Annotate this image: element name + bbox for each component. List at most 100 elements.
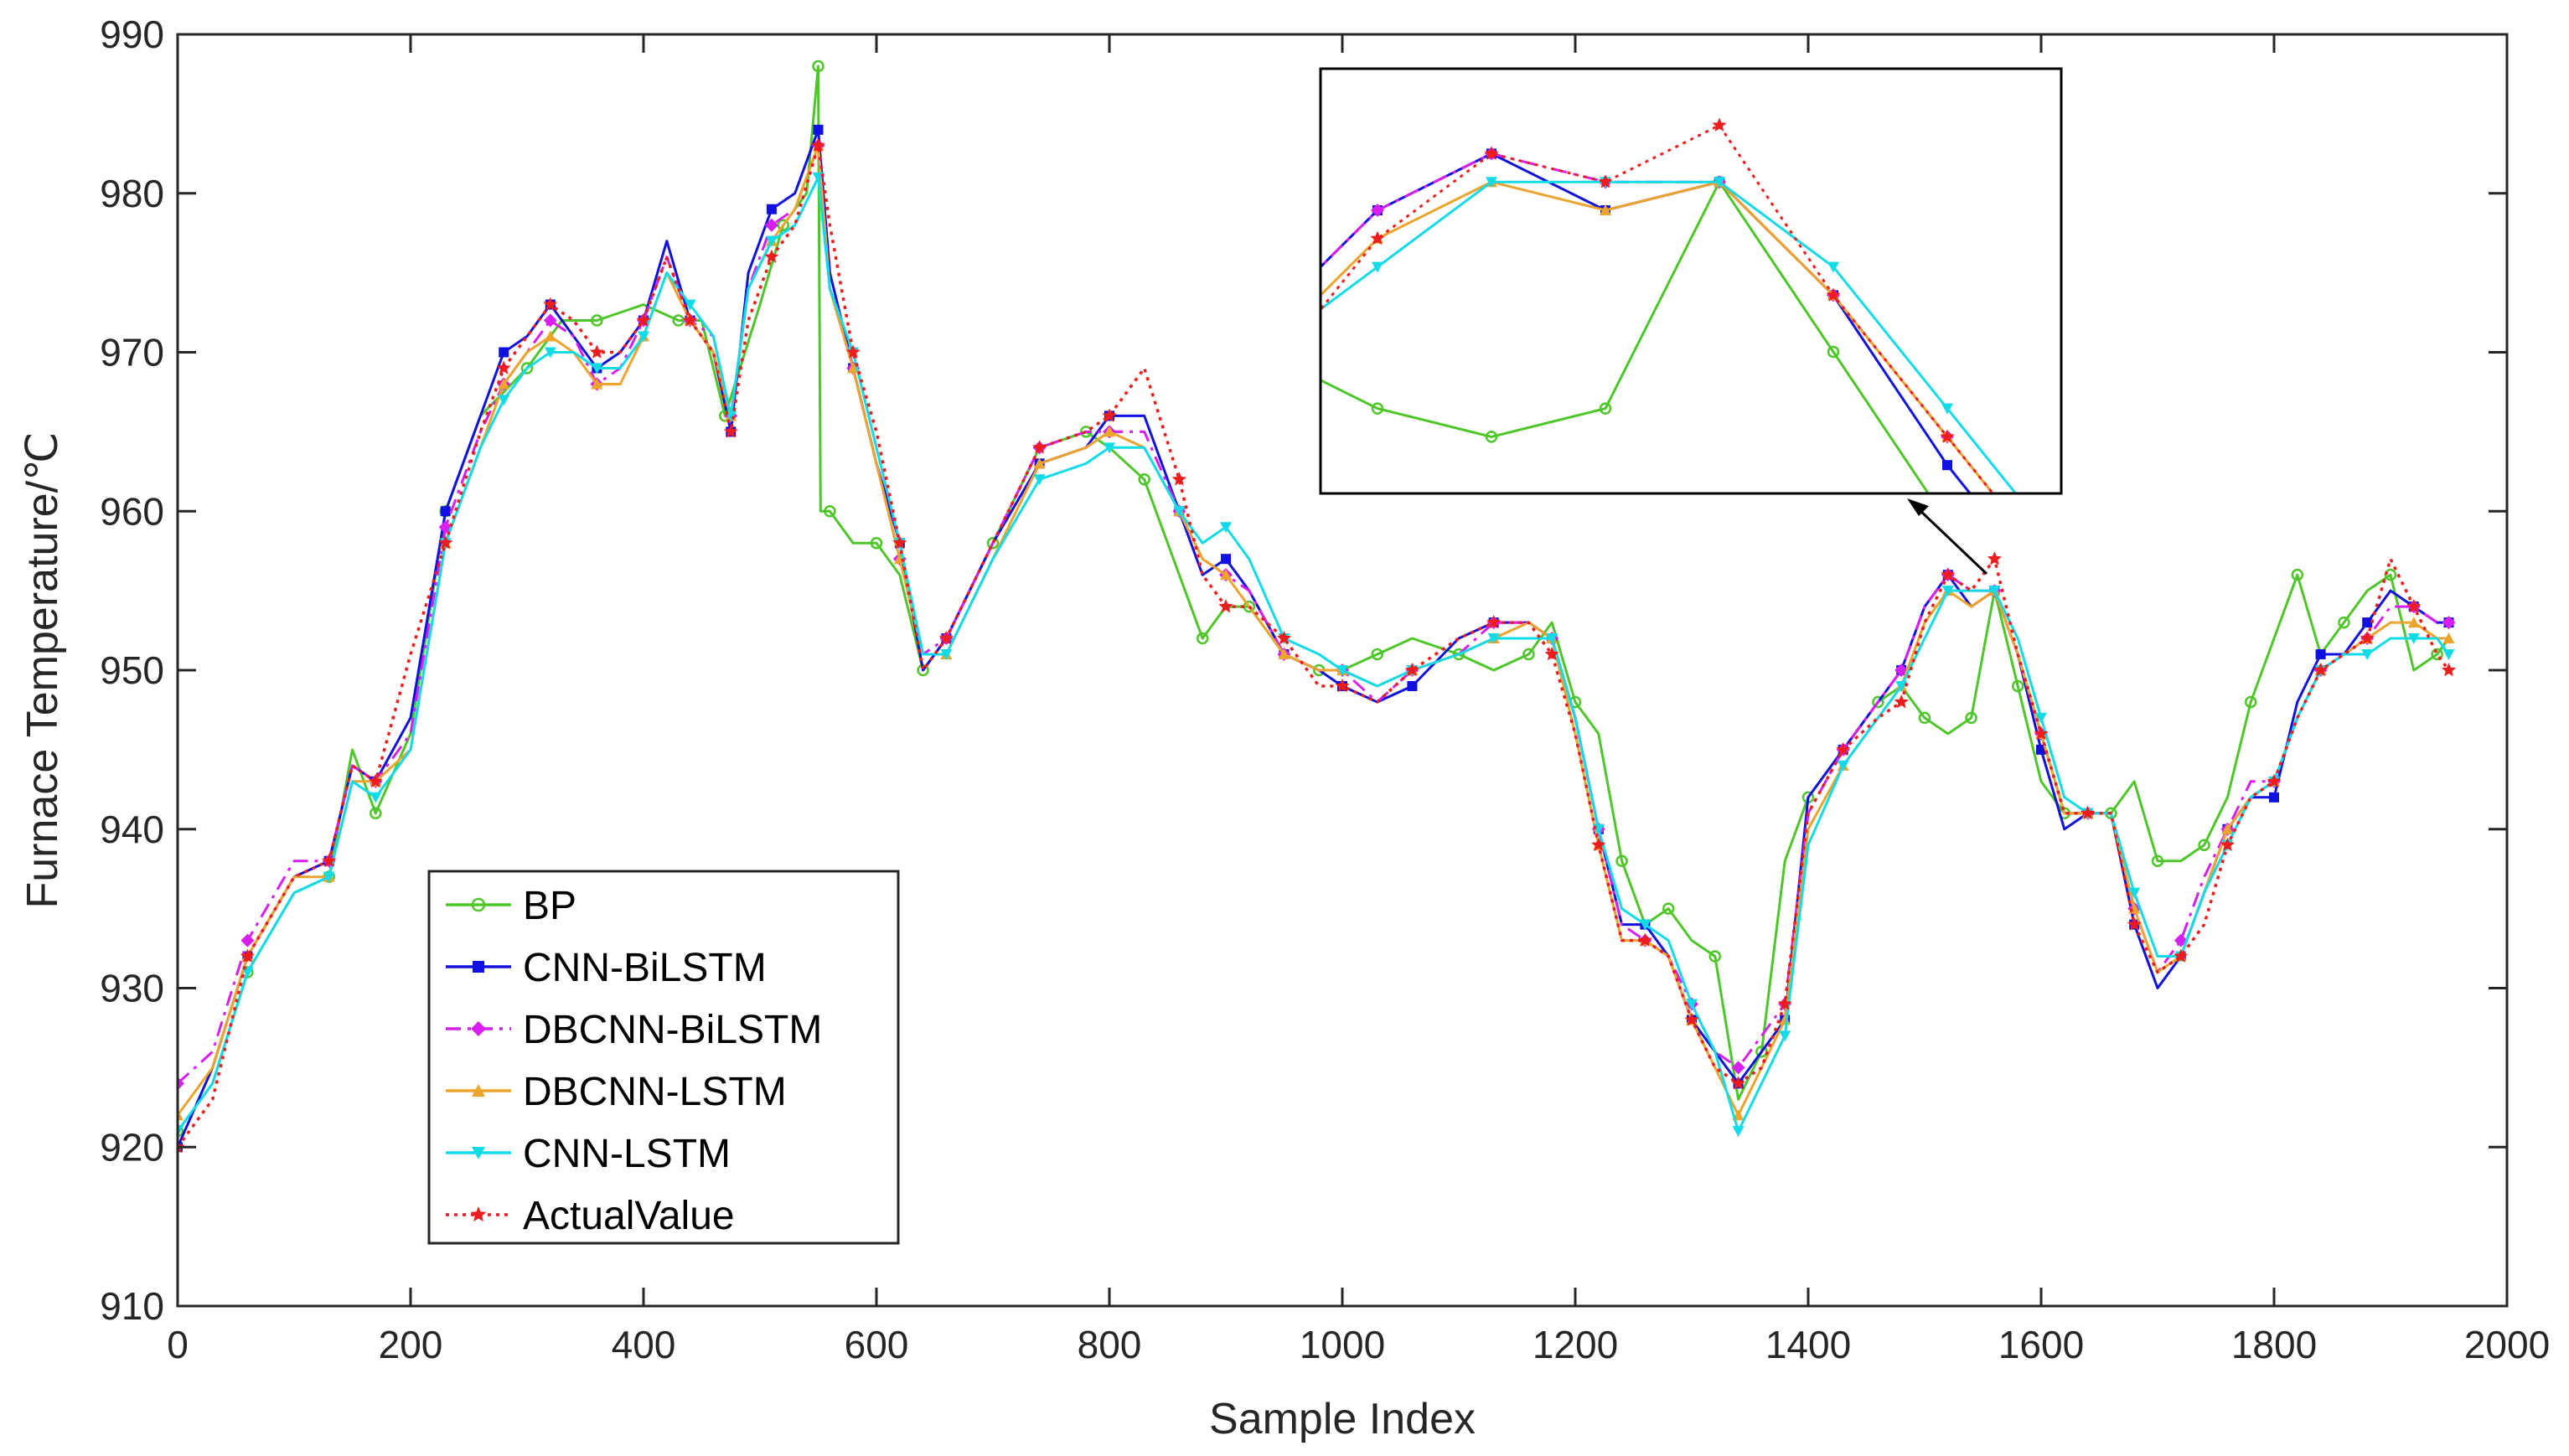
data-point-dbcnn-lstm [2407,617,2420,628]
inset-series-group [1321,117,2018,493]
data-point-cnn-lstm [1220,522,1232,534]
data-point-bp [1965,711,1977,725]
y-tick-label: 920 [100,1125,164,1169]
x-tick-label: 600 [845,1323,909,1366]
data-point-bp [1918,711,1931,725]
y-axis: 910 920 930 940 950 960 970 980 990 [100,13,2507,1328]
x-tick-label: 0 [167,1323,189,1366]
y-tick-label: 910 [100,1284,164,1328]
data-point-actualvalue [810,137,826,152]
y-tick-label: 980 [100,172,164,215]
legend-box [427,870,900,1245]
data-point-cnn-lstm [940,649,953,661]
data-point-dbcnn-lstm [591,378,603,390]
data-point-actualvalue [1218,599,1233,613]
legend-label: ActualValue [523,1194,735,1238]
data-point-actualvalue [1102,408,1117,422]
legend-marker [471,897,486,912]
data-point-actualvalue [892,535,907,550]
legend-item: ActualValue [446,1194,735,1238]
zoom-inset [1319,67,2063,495]
inset-point-dbcnn-lstm [1600,204,1611,215]
data-point-actualvalue [683,312,698,327]
data-point-actualvalue [543,297,558,311]
x-tick-label: 400 [612,1323,676,1366]
data-point-dbcnn-bilstm [543,313,557,328]
legend-marker [473,961,484,973]
data-point-cnn-lstm [765,235,778,247]
data-point-actualvalue [2081,805,2096,820]
data-point-actualvalue [496,360,511,374]
data-point-cnn-lstm [1173,506,1186,518]
data-point-bp [178,1125,184,1138]
data-point-actualvalue [845,344,861,359]
data-point-cnn-bilstm [813,124,824,135]
data-point-cnn-lstm [1732,1126,1745,1138]
data-point-cnn-lstm [544,347,556,359]
data-point-cnn-lstm [638,331,649,343]
inset-point-bp [1485,431,1498,443]
y-tick-label: 990 [100,13,164,56]
data-point-actualvalue [938,631,954,645]
inset-point-actualvalue [1826,287,1841,302]
data-point-dbcnn-lstm [1220,569,1232,581]
data-point-actualvalue [2174,948,2189,963]
data-point-cnn-lstm [591,363,603,374]
x-tick-label: 1200 [1533,1323,1618,1366]
data-point-cnn-lstm [1487,633,1500,645]
data-point-cnn-lstm [178,1126,184,1138]
legend-label: CNN-LSTM [523,1132,731,1176]
data-point-dbcnn-lstm [1104,426,1115,437]
y-axis-label: Furnace Temperature/℃ [18,431,67,908]
data-point-bp [1371,648,1383,661]
data-point-cnn-lstm [1104,442,1115,454]
legend-marker [472,1084,485,1097]
data-point-cnn-lstm [498,395,510,406]
legend: BP CNN-BiLSTM DBCNN-BiLSTM DBCNN-LSTM CNN-LS… [427,870,900,1245]
data-point-actualvalue [1544,647,1559,661]
legend-item: CNN-BiLSTM [446,946,767,990]
data-point-actualvalue [1276,631,1292,645]
data-point-actualvalue [1987,551,2002,565]
data-point-bp [2244,695,2257,709]
data-point-dbcnn-bilstm [178,1077,184,1091]
x-axis: 0 200 400 600 800 1000 1200 1400 1600 1800 2000 [167,34,2550,1366]
data-point-actualvalue [2360,631,2375,645]
data-point-dbcnn-lstm [1779,1014,1791,1025]
data-point-dbcnn-bilstm [1731,1061,1745,1075]
inset-pointer-arrow [1907,498,1988,576]
data-point-cnn-bilstm [440,506,451,517]
inset-point-bp [1599,402,1612,415]
legend-item: DBCNN-LSTM [446,1070,787,1114]
data-point-actualvalue [1777,996,1792,1010]
data-point-actualvalue [438,535,453,550]
data-point-cnn-lstm [2442,649,2455,661]
data-point-bp [520,362,534,374]
data-point-actualvalue [764,249,779,263]
inset-point-cnn-lstm [1486,177,1497,188]
inset-point-cnn-bilstm [1942,460,1952,471]
y-tick-label: 930 [100,967,164,1010]
data-point-bp [1138,473,1150,486]
data-point-cnn-bilstm [2036,744,2046,755]
data-point-actualvalue [1591,837,1606,851]
legend-marker [471,1021,486,1036]
inset-point-cnn-lstm [1941,403,1953,415]
inset-point-actualvalue [1598,174,1613,188]
data-point-bp [1079,426,1093,438]
data-point-dbcnn-bilstm [764,218,778,232]
data-point-actualvalue [1486,615,1502,629]
data-point-cnn-lstm [1546,633,1558,645]
data-point-bp [824,505,836,518]
legend-marker [472,1147,485,1159]
series-line-actualvalue [178,144,2450,1149]
data-point-dbcnn-bilstm [240,933,255,947]
data-point-cnn-bilstm [1221,554,1231,565]
data-point-bp [2291,568,2304,581]
data-point-actualvalue [322,853,337,867]
data-point-dbcnn-lstm [2221,823,2234,834]
data-point-bp [1708,950,1722,963]
data-point-actualvalue [1894,694,1909,709]
data-point-cnn-bilstm [766,204,777,214]
